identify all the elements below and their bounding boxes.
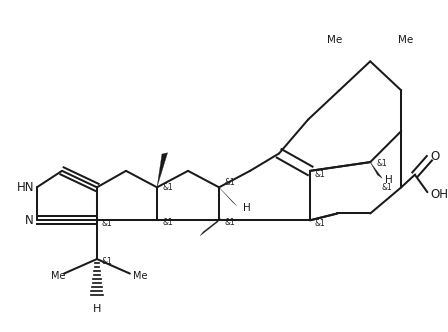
Text: &1: &1	[225, 178, 236, 187]
Text: Me: Me	[133, 272, 147, 282]
Polygon shape	[219, 187, 237, 206]
Text: H: H	[385, 175, 392, 185]
Text: &1: &1	[102, 219, 112, 228]
Text: &1: &1	[376, 159, 387, 168]
Text: N: N	[25, 214, 34, 227]
Text: H: H	[93, 304, 101, 314]
Text: OH: OH	[431, 188, 448, 201]
Polygon shape	[400, 173, 417, 189]
Text: &1: &1	[225, 218, 236, 227]
Text: Me: Me	[398, 35, 414, 45]
Polygon shape	[200, 218, 220, 236]
Text: Me: Me	[52, 272, 66, 282]
Polygon shape	[370, 162, 382, 178]
Text: O: O	[431, 150, 439, 163]
Text: &1: &1	[315, 170, 326, 179]
Text: &1: &1	[163, 218, 173, 227]
Text: &1: &1	[102, 257, 112, 267]
Text: &1: &1	[382, 183, 392, 192]
Text: &1: &1	[315, 219, 326, 228]
Text: &1: &1	[163, 183, 173, 192]
Text: Me: Me	[327, 35, 342, 45]
Text: HN: HN	[17, 181, 34, 194]
Polygon shape	[157, 153, 168, 187]
Text: H: H	[243, 203, 251, 213]
